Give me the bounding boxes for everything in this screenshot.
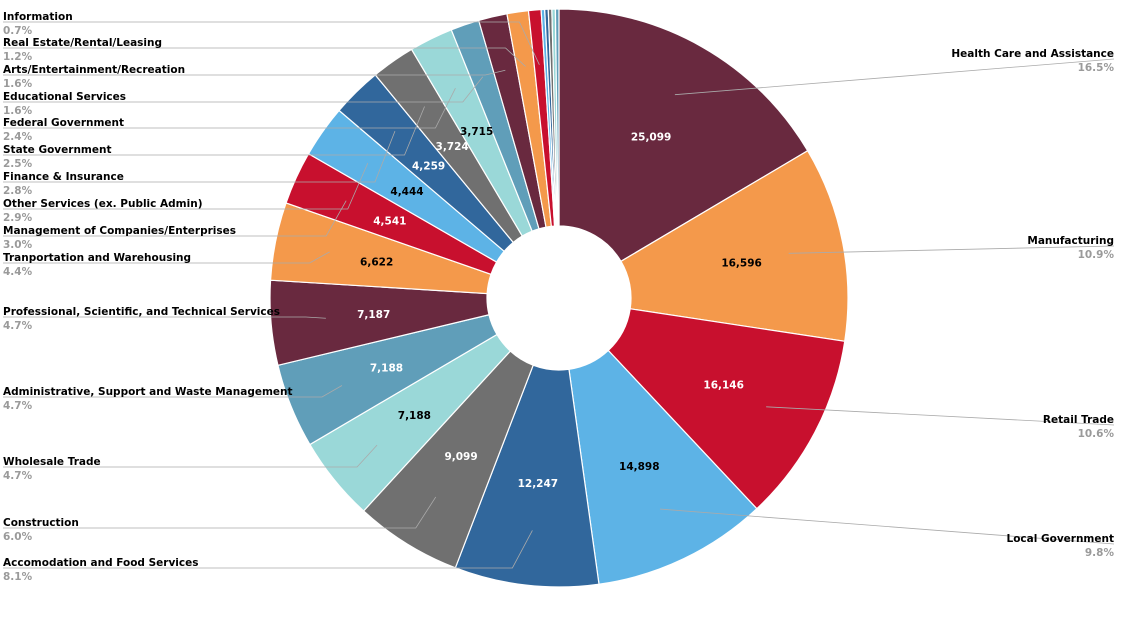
slice-manufacturing <box>620 149 849 342</box>
leader-wholesale-trade <box>3 444 378 468</box>
leader-educational-services <box>3 76 484 103</box>
percent-label-federal-government: 2.4% <box>3 131 33 143</box>
category-label-educational-services: Educational Services <box>3 91 126 103</box>
slice-retail-trade <box>607 308 846 510</box>
value-label-manufacturing: 16,596 <box>721 257 762 269</box>
leader-other-services-ex-public-admin <box>3 162 369 210</box>
category-label-health-care-and-assistance: Health Care and Assistance <box>951 48 1114 60</box>
percent-label-manufacturing: 10.9% <box>1078 249 1115 261</box>
percent-label-wholesale-trade: 4.7% <box>3 470 33 482</box>
leader-information <box>3 21 540 65</box>
value-label-retail-trade: 16,146 <box>703 380 744 392</box>
category-label-administrative-support-and-waste-management: Administrative, Support and Waste Manage… <box>3 386 293 398</box>
category-label-wholesale-trade: Wholesale Trade <box>3 456 101 468</box>
chart-slices <box>269 8 849 588</box>
category-label-construction: Construction <box>3 517 79 529</box>
category-label-manufacturing: Manufacturing <box>1027 235 1114 247</box>
percent-label-retail-trade: 10.6% <box>1078 428 1115 440</box>
category-label-information: Information <box>3 11 73 23</box>
percent-label-finance-insurance: 2.8% <box>3 185 33 197</box>
leader-retail-trade <box>766 406 1115 426</box>
slice-local-government <box>568 349 758 585</box>
category-label-finance-insurance: Finance & Insurance <box>3 171 124 183</box>
category-label-retail-trade: Retail Trade <box>1043 414 1114 426</box>
leader-manufacturing <box>788 245 1115 254</box>
value-label-professional-scientific-and-technical-services: 7,187 <box>357 309 390 321</box>
slice-accomodation-and-food-services <box>454 364 600 588</box>
percent-label-tranportation-and-warehousing: 4.4% <box>3 266 33 278</box>
leader-administrative-support-and-waste-management <box>3 385 343 398</box>
value-label-accomodation-and-food-services: 12,247 <box>518 478 559 490</box>
leader-state-government <box>3 106 425 156</box>
percent-label-other-services-ex-public-admin: 2.9% <box>3 212 33 224</box>
value-label-local-government: 14,898 <box>619 461 660 473</box>
value-label-other-services-ex-public-admin: 4,444 <box>390 186 423 198</box>
percent-label-information: 0.7% <box>3 25 33 37</box>
percent-label-management-of-companies-enterprises: 3.0% <box>3 239 33 251</box>
percent-label-professional-scientific-and-technical-services: 4.7% <box>3 320 33 332</box>
percent-label-real-estate-rental-leasing: 1.2% <box>3 51 33 63</box>
category-label-real-estate-rental-leasing: Real Estate/Rental/Leasing <box>3 37 162 49</box>
leader-finance-insurance <box>3 130 396 183</box>
category-label-arts-entertainment-recreation: Arts/Entertainment/Recreation <box>3 64 185 76</box>
category-label-tranportation-and-warehousing: Tranportation and Warehousing <box>3 252 191 264</box>
category-label-state-government: State Government <box>3 144 111 156</box>
percent-label-construction: 6.0% <box>3 531 33 543</box>
category-label-professional-scientific-and-technical-services: Professional, Scientific, and Technical … <box>3 306 280 318</box>
category-label-other-services-ex-public-admin: Other Services (ex. Public Admin) <box>3 198 203 210</box>
percent-label-local-government: 9.8% <box>1085 547 1115 559</box>
percent-label-educational-services: 1.6% <box>3 105 33 117</box>
leader-professional-scientific-and-technical-services <box>3 316 326 319</box>
value-label-management-of-companies-enterprises: 4,541 <box>373 216 406 228</box>
leader-health-care-and-assistance <box>674 58 1115 96</box>
value-label-construction: 9,099 <box>444 451 477 463</box>
value-label-state-government: 3,724 <box>436 141 469 153</box>
percent-label-administrative-support-and-waste-management: 4.7% <box>3 400 33 412</box>
category-label-accomodation-and-food-services: Accomodation and Food Services <box>3 557 199 569</box>
value-label-federal-government: 3,715 <box>460 126 493 138</box>
percent-label-accomodation-and-food-services: 8.1% <box>3 571 33 583</box>
value-label-finance-insurance: 4,259 <box>412 160 445 172</box>
percent-label-health-care-and-assistance: 16.5% <box>1078 62 1115 74</box>
slice-health-care-and-assistance <box>558 8 809 263</box>
leader-construction <box>3 496 437 529</box>
leader-management-of-companies-enterprises <box>3 200 347 237</box>
leader-arts-entertainment-recreation <box>3 69 506 76</box>
leader-local-government <box>659 508 1115 545</box>
percent-label-arts-entertainment-recreation: 1.6% <box>3 78 33 90</box>
category-label-federal-government: Federal Government <box>3 117 124 129</box>
slice-minor-23 <box>554 8 560 227</box>
category-label-local-government: Local Government <box>1007 533 1114 545</box>
category-labels: Health Care and Assistance 16.5% Manufactu… <box>3 11 1114 583</box>
leader-tranportation-and-warehousing <box>3 251 330 264</box>
value-labels: 25,099 16,596 16,146 14,898 12,247 9,099 7,188… <box>357 126 762 490</box>
value-label-wholesale-trade: 7,188 <box>398 410 431 422</box>
category-label-management-of-companies-enterprises: Management of Companies/Enterprises <box>3 225 236 237</box>
value-label-tranportation-and-warehousing: 6,622 <box>360 256 393 268</box>
leader-real-estate-rental-leasing <box>3 47 526 67</box>
leader-federal-government <box>3 87 456 129</box>
leader-lines <box>3 21 1115 569</box>
percent-label-state-government: 2.5% <box>3 158 33 170</box>
leader-accomodation-and-food-services <box>3 530 533 569</box>
value-label-health-care-and-assistance: 25,099 <box>631 131 672 143</box>
value-label-administrative-support-and-waste-management: 7,188 <box>370 363 403 375</box>
